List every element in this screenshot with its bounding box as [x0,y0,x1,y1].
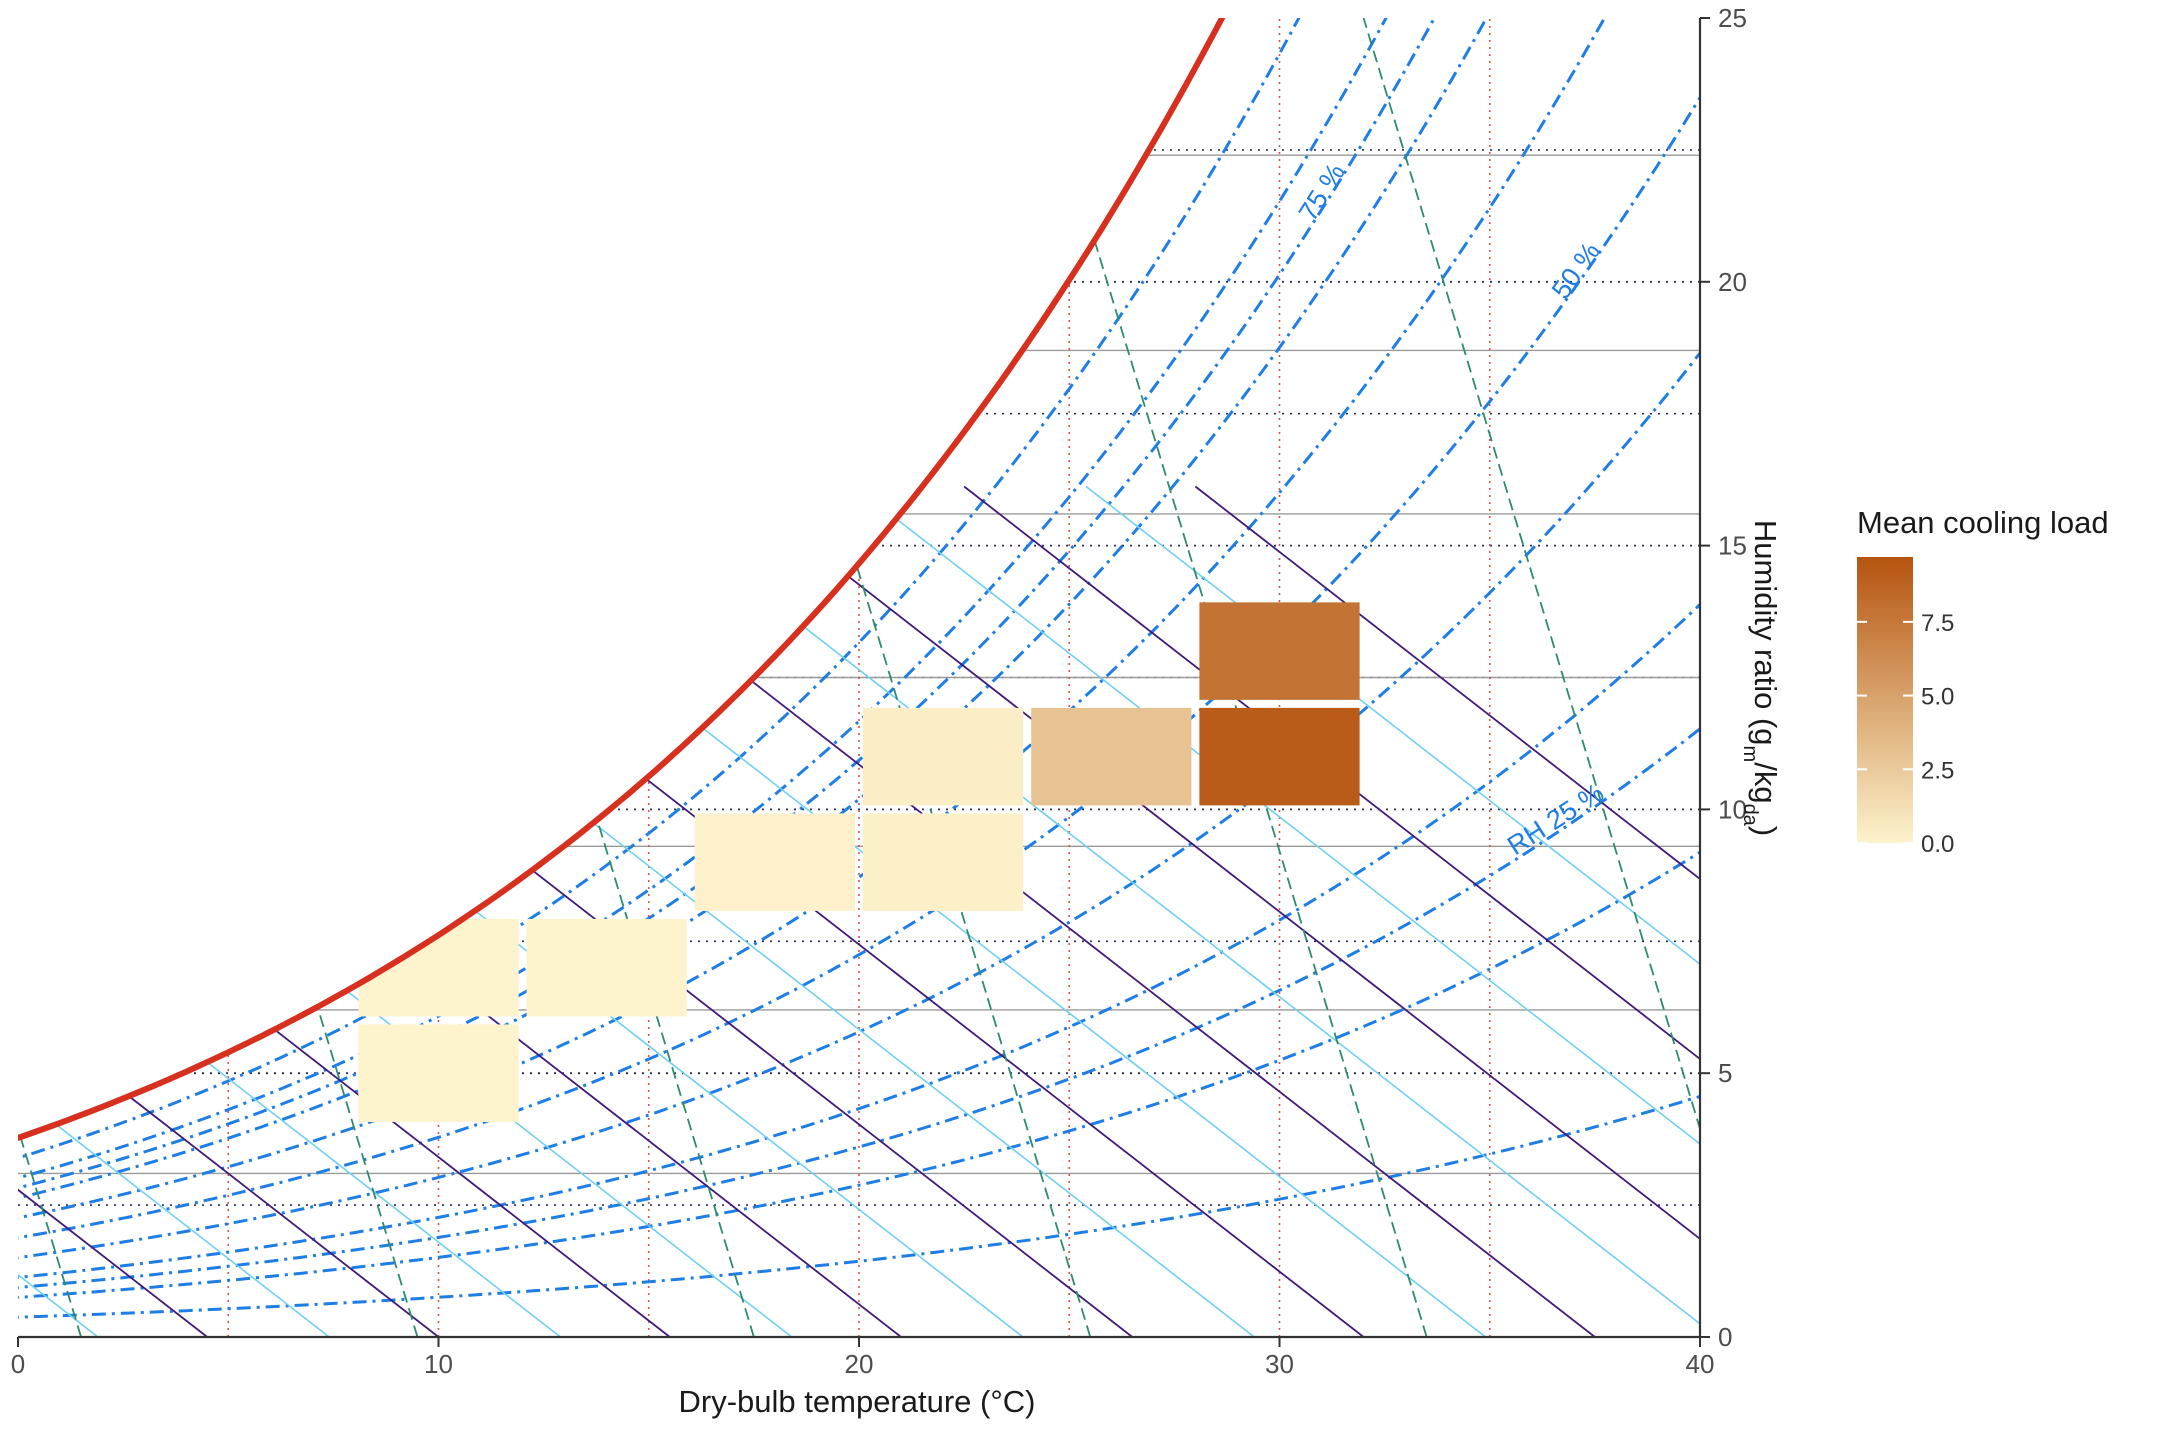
wet-bulb-line [623,485,1700,1325]
x-tick-label: 10 [424,1349,453,1379]
enthalpy-line [18,1008,440,1337]
rh-curve [18,18,1607,1220]
y-title-mid: /kg [1748,762,1783,803]
y-title-base: Humidity ratio (g [1748,520,1783,746]
rh-curve [18,94,1700,1240]
specific-volume-line [1362,18,1700,1132]
y-title-end: ) [1748,826,1783,836]
colorbar-label: 2.5 [1921,757,1954,784]
colorbar-ticks: 7.5 5.0 2.5 0.0 [1857,610,1954,858]
heatmap-cell [358,1024,519,1122]
rh-curve [18,602,1700,1280]
heatmap-cell [863,707,1024,806]
enthalpy-line [18,1188,208,1337]
y-tick-label: 15 [1718,531,1747,561]
specific-volume-line [689,18,1092,1337]
rh-curve [18,350,1700,1260]
legend-title: Mean cooling load [1857,505,2109,540]
wet-bulb-line [18,914,561,1337]
y-axis-title: Humidity ratio (gm/kgda) [1739,520,1783,836]
y-title-sub-m: m [1739,746,1761,763]
colorbar-label: 7.5 [1921,610,1954,637]
enthalpy-line [732,485,1700,1241]
saturation-mask [18,18,1223,1138]
rh-curve [18,18,1437,1190]
y-tick-label: 0 [1718,1322,1732,1352]
rh-curve [18,1094,1700,1319]
y-title-sub-da: da [1739,804,1761,827]
rh-curve [18,726,1700,1290]
y-tick-label: 5 [1718,1058,1732,1088]
rh-label-50: 50 % [1546,237,1606,305]
wet-bulb-line [854,485,1700,1146]
heatmap-cell [1199,707,1360,806]
colorbar-label: 0.0 [1921,831,1954,858]
x-axis-title: Dry-bulb temperature (°C) [679,1384,1036,1419]
heatmap-cell [863,813,1024,911]
saturation-curve [18,18,1226,1141]
heatmap-cell [1199,602,1360,700]
colorbar [1857,557,1913,843]
wet-bulb-line [18,1093,330,1337]
colorbar-label: 5.0 [1921,684,1954,711]
heatmap-cell [694,813,855,911]
x-tick-label: 0 [11,1349,25,1379]
heatmap-cell [526,918,687,1017]
x-tick-label: 20 [845,1349,874,1379]
heatmap-cell [1031,707,1192,806]
x-tick-label: 40 [1686,1349,1715,1379]
enthalpy-line [1194,485,1700,881]
rh-curve [18,850,1700,1299]
heatmap-cells [358,602,1360,1122]
y-tick-label: 20 [1718,267,1747,297]
y-tick-label: 25 [1718,3,1747,33]
rh-label-25: RH 25 % [1502,777,1609,861]
y-tick-label: 10 [1718,794,1747,824]
enthalpy-line [963,485,1700,1061]
rh-label-75: 75 % [1293,158,1351,226]
x-tick-label: 30 [1265,1349,1294,1379]
saturation-curve-layer [18,18,1226,1141]
colorbar-legend: Mean cooling load 7.5 5.0 2.5 0.0 [1857,505,2109,858]
